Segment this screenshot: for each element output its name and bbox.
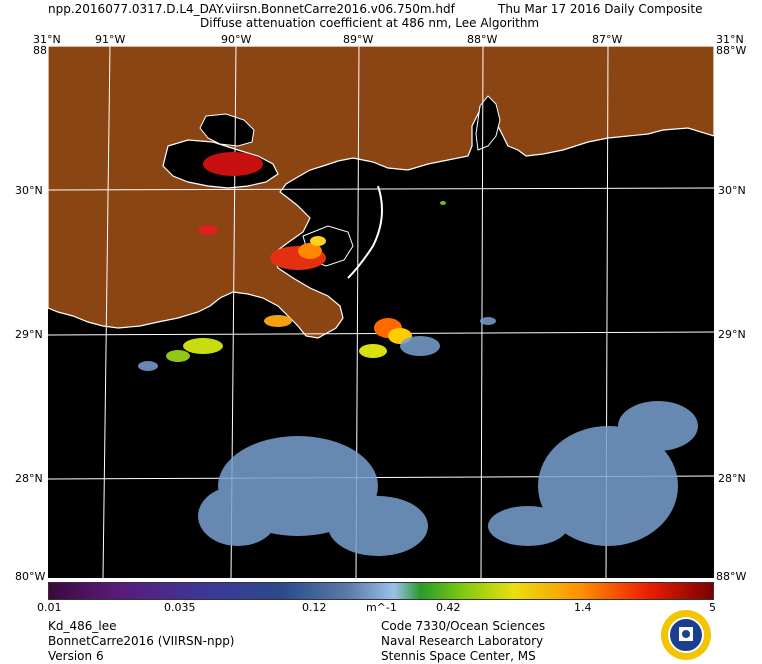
kd-map xyxy=(47,45,715,579)
lat-label-28-left: 28°N xyxy=(15,472,43,485)
lon-label-87: 87°W xyxy=(592,33,623,46)
footer-version: Version 6 xyxy=(48,649,104,663)
corner-lon-top-right: 88°W xyxy=(716,44,747,57)
corner-bottom-left: 80°W xyxy=(15,570,46,583)
product-title: Diffuse attenuation coefficient at 486 n… xyxy=(200,16,540,30)
lat-label-28-right: 28°N xyxy=(718,472,746,485)
footer-code: Code 7330/Ocean Sciences xyxy=(381,619,546,633)
lat-label-30-right: 30°N xyxy=(718,184,746,197)
lat-label-29-right: 29°N xyxy=(718,328,746,341)
footer-dataset: BonnetCarre2016 (VIIRSN-npp) xyxy=(48,634,235,648)
mobile-bay xyxy=(475,95,501,151)
lon-label-91: 91°W xyxy=(95,33,126,46)
composite-date: Thu Mar 17 2016 Daily Composite xyxy=(498,2,703,16)
file-name: npp.2016077.0317.D.L4_DAY.viirsn.BonnetC… xyxy=(48,2,455,16)
medium-kd-patches xyxy=(166,201,446,362)
corner-bottom-right: 88°W xyxy=(716,570,747,583)
lon-label-90: 90°W xyxy=(221,33,252,46)
map-canvas xyxy=(47,45,715,579)
cbar-tick-4: 1.4 xyxy=(574,601,592,614)
cbar-tick-1: 0.035 xyxy=(164,601,196,614)
cbar-tick-2: 0.12 xyxy=(302,601,327,614)
cbar-tick-3: 0.42 xyxy=(436,601,461,614)
corner-lat-top-left: 31°N xyxy=(33,33,61,46)
cbar-unit: m^-1 xyxy=(366,601,397,614)
footer-location: Stennis Space Center, MS xyxy=(381,649,536,663)
lat-label-29-left: 29°N xyxy=(15,328,43,341)
low-kd-patches xyxy=(138,317,698,556)
corner-lat-top-right: 31°N xyxy=(716,33,744,46)
cbar-tick-0: 0.01 xyxy=(37,601,62,614)
lon-label-88: 88°W xyxy=(467,33,498,46)
lat-label-30-left: 30°N xyxy=(15,184,43,197)
nrl-seal-icon xyxy=(661,610,711,660)
footer-lab: Naval Research Laboratory xyxy=(381,634,544,648)
footer-product: Kd_486_lee xyxy=(48,619,117,633)
chandeleur-islands xyxy=(347,185,383,279)
cbar-tick-5: 5 xyxy=(709,601,716,614)
lon-label-89: 89°W xyxy=(343,33,374,46)
colorbar xyxy=(48,582,714,600)
